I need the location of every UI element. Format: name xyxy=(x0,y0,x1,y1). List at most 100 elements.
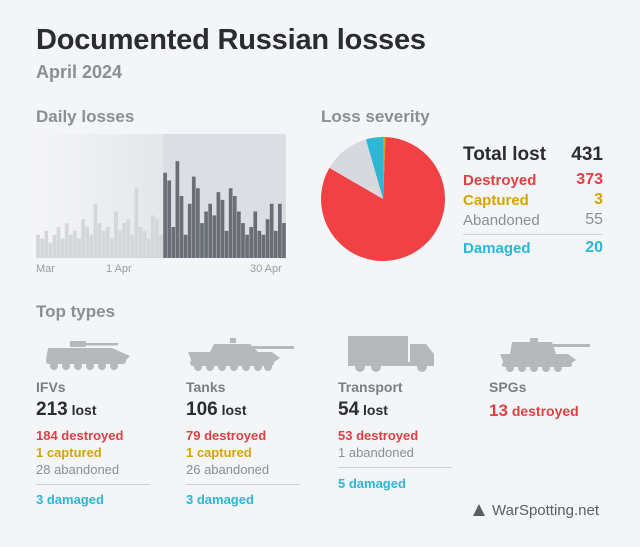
type-abandoned-transport: 1 abandoned xyxy=(338,445,414,460)
top-types-heading: Top types xyxy=(36,302,116,321)
type-name-spgs: SPGs xyxy=(489,379,527,395)
bar-march-3 xyxy=(44,230,49,258)
bar-march-21 xyxy=(118,230,122,258)
bar-april-27 xyxy=(269,203,274,258)
type-lost-tanks: 106 lost xyxy=(186,399,246,421)
bar-april-24 xyxy=(257,230,262,258)
loss-severity-heading: Loss severity xyxy=(321,107,430,126)
type-captured-ifvs: 1 captured xyxy=(36,445,102,460)
type-lost-count: 106 xyxy=(186,399,218,420)
bar-march-24 xyxy=(130,234,135,258)
total-lost-value: 431 xyxy=(571,144,603,165)
tank-icon xyxy=(188,338,294,371)
type-destroyed-transport: 53 destroyed xyxy=(338,428,419,443)
bar-march-30 xyxy=(155,219,159,258)
bar-april-15 xyxy=(220,199,225,258)
abandoned-value: 55 xyxy=(585,211,603,228)
spg-destroyed-count: 13 xyxy=(489,401,508,420)
bar-april-20 xyxy=(241,223,245,258)
bar-march-20 xyxy=(114,211,118,258)
type-destroyed-tanks: 79 destroyed xyxy=(186,428,267,443)
type-name-transport: Transport xyxy=(338,379,403,395)
type-lost-word: lost xyxy=(221,402,247,418)
type-divider xyxy=(36,484,150,485)
x-label-30-apr: 30 Apr xyxy=(250,263,282,275)
type-name-ifvs: IFVs xyxy=(36,379,66,395)
type-lost-word: lost xyxy=(71,402,97,418)
captured-label: Captured xyxy=(463,192,529,209)
bar-march-1 xyxy=(36,234,40,258)
bar-march-5 xyxy=(52,234,57,258)
bar-march-22 xyxy=(122,223,126,258)
type-destroyed-ifvs: 184 destroyed xyxy=(36,428,124,443)
bar-april-28 xyxy=(273,230,278,258)
captured-value: 3 xyxy=(594,191,603,208)
bar-april-16 xyxy=(224,230,229,258)
type-destroyed-spgs: 13 destroyed xyxy=(489,401,579,421)
x-label-1-apr: 1 Apr xyxy=(106,263,132,275)
type-abandoned-ifvs: 28 abandoned xyxy=(36,462,120,477)
pie-slice-damaged xyxy=(365,137,383,199)
bar-april-29 xyxy=(278,203,282,258)
bar-march-8 xyxy=(64,223,69,258)
bar-april-10 xyxy=(200,223,204,258)
pie-slice-destroyed xyxy=(321,137,446,261)
bar-april-4 xyxy=(175,161,180,258)
bar-march-12 xyxy=(81,219,85,258)
bar-march-6 xyxy=(56,227,61,258)
bar-march-23 xyxy=(126,219,131,258)
destroyed-value: 373 xyxy=(576,171,603,188)
ifv-icon xyxy=(46,341,130,370)
bar-march-28 xyxy=(146,238,151,258)
bar-march-2 xyxy=(40,238,44,258)
bar-april-12 xyxy=(208,203,213,258)
bar-april-30 xyxy=(282,223,286,258)
type-lost-count: 54 xyxy=(338,399,360,420)
bar-march-13 xyxy=(85,227,90,258)
type-divider xyxy=(186,484,300,485)
type-damaged-ifvs: 3 damaged xyxy=(36,492,104,507)
bar-april-1 xyxy=(163,172,167,258)
bar-april-18 xyxy=(232,196,237,258)
destroyed-label: Destroyed xyxy=(463,172,537,189)
bar-april-6 xyxy=(183,234,188,258)
bar-april-8 xyxy=(191,176,196,258)
x-label-mar: Mar xyxy=(36,263,55,275)
bar-march-16 xyxy=(97,223,102,258)
bar-april-19 xyxy=(237,211,241,258)
bar-april-2 xyxy=(167,180,172,258)
bar-april-23 xyxy=(253,211,258,258)
bar-march-19 xyxy=(109,238,114,258)
page-title: Documented Russian losses xyxy=(36,24,426,56)
bar-april-21 xyxy=(245,234,249,258)
brand-label: WarSpotting.net xyxy=(492,502,599,519)
daily-losses-chart xyxy=(36,134,286,258)
bar-march-4 xyxy=(48,242,53,258)
april-highlight-band xyxy=(163,134,286,258)
bar-march-31 xyxy=(159,234,163,258)
type-captured-tanks: 1 captured xyxy=(186,445,252,460)
severity-divider xyxy=(463,234,603,235)
bar-march-7 xyxy=(60,238,65,258)
bar-march-17 xyxy=(101,230,106,258)
bar-march-27 xyxy=(142,230,147,258)
loss-severity-pie xyxy=(321,136,446,261)
type-lost-ifvs: 213 lost xyxy=(36,399,96,421)
daily-losses-heading: Daily losses xyxy=(36,107,135,126)
bar-march-9 xyxy=(68,234,73,258)
abandoned-label: Abandoned xyxy=(463,212,540,229)
bar-april-7 xyxy=(187,203,192,258)
bar-march-25 xyxy=(134,188,139,258)
bar-april-14 xyxy=(216,192,221,258)
page-subtitle: April 2024 xyxy=(36,62,123,82)
pie-slice-abandoned xyxy=(329,139,383,199)
bar-april-26 xyxy=(265,219,270,258)
bar-april-9 xyxy=(196,188,200,258)
triangle-icon xyxy=(473,504,485,516)
pie-slice-captured xyxy=(383,136,386,199)
type-abandoned-tanks: 26 abandoned xyxy=(186,462,270,477)
bar-march-18 xyxy=(105,227,110,258)
total-lost-label: Total lost xyxy=(463,144,547,165)
type-lost-word: lost xyxy=(363,402,388,418)
spg-destroyed-word: destroyed xyxy=(511,403,579,419)
